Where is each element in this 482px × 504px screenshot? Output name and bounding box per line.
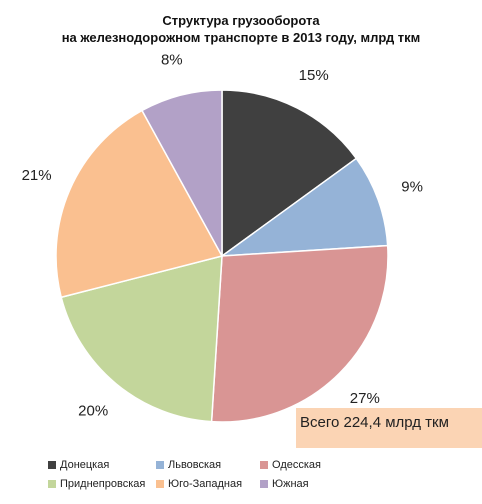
legend-item: Львовская <box>156 459 260 471</box>
legend-swatch <box>260 479 268 488</box>
legend-swatch <box>48 460 56 469</box>
legend-item: Юго-Западная <box>156 478 260 490</box>
legend-item: Приднепровская <box>40 478 156 490</box>
pie-labels: 15% 9% 27% 20% 21% 8% <box>22 51 423 419</box>
total-annotation: Всего 224,4 млрд ткм <box>296 408 482 448</box>
legend-swatch <box>156 479 164 488</box>
legend-swatch <box>260 460 268 469</box>
pie-slice-2 <box>219 157 389 257</box>
chart-title-line-1: Структура грузооборота <box>162 13 320 28</box>
legend-swatch <box>156 460 164 469</box>
pie-slice-5 <box>55 109 224 299</box>
slice-label-3: 27% <box>350 390 380 407</box>
legend-label: Одесская <box>272 458 321 471</box>
slice-label-6: 8% <box>161 51 183 68</box>
pie-slices <box>55 89 389 423</box>
pie-slice-6 <box>141 89 223 257</box>
slice-label-1: 15% <box>299 67 329 84</box>
legend-label: Южная <box>272 477 309 490</box>
legend-row: Донецкая Львовская Одесская <box>40 455 460 474</box>
slice-label-5: 21% <box>22 167 52 184</box>
slice-label-4: 20% <box>78 403 108 420</box>
slice-label-2: 9% <box>401 179 423 196</box>
legend: Донецкая Львовская Одесская Приднепровск… <box>40 455 460 493</box>
legend-item: Одесская <box>260 459 380 471</box>
legend-label: Львовская <box>168 458 222 471</box>
legend-item: Донецкая <box>40 459 156 471</box>
pie-slice-3 <box>210 244 389 423</box>
chart-title: Структура грузооборота на железнодорожно… <box>0 12 482 46</box>
legend-swatch <box>48 479 56 488</box>
legend-label: Приднепровская <box>60 477 146 490</box>
legend-item: Южная <box>260 478 380 490</box>
legend-label: Юго-Западная <box>168 477 243 490</box>
legend-row: Приднепровская Юго-Западная Южная <box>40 474 460 493</box>
pie-slice-4 <box>60 255 223 423</box>
legend-label: Донецкая <box>60 458 110 471</box>
pie-slice-1 <box>221 89 358 258</box>
chart-title-line-2: на железнодорожном транспорте в 2013 год… <box>61 30 421 45</box>
